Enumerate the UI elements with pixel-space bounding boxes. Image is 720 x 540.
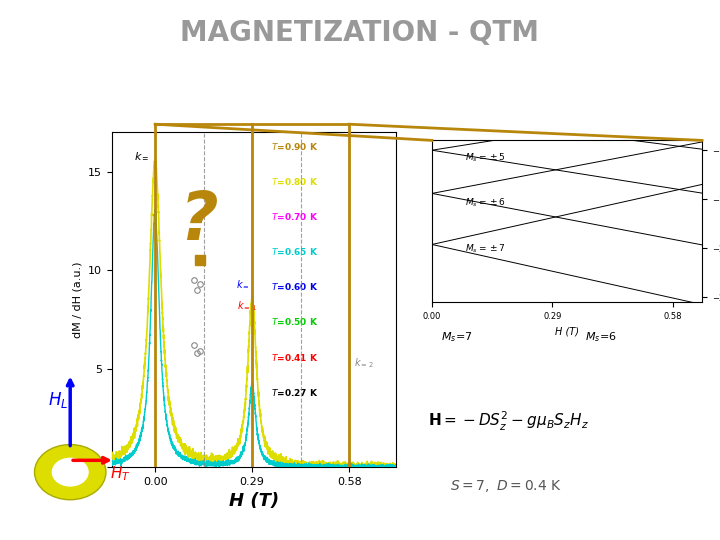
Text: $T$=0.41 K: $T$=0.41 K xyxy=(271,352,318,362)
Text: $T$=0.80 K: $T$=0.80 K xyxy=(271,176,318,187)
X-axis label: H (T): H (T) xyxy=(555,327,579,336)
Y-axis label: dM / dH (a.u.): dM / dH (a.u.) xyxy=(72,261,82,338)
Text: MAGNETIZATION - QTM: MAGNETIZATION - QTM xyxy=(181,19,539,47)
Text: $H_T$: $H_T$ xyxy=(110,464,131,483)
Text: $H_L$: $H_L$ xyxy=(48,390,68,410)
Text: $M_s\!=\!7$: $M_s\!=\!7$ xyxy=(441,330,473,344)
Text: $T$=0.70 K: $T$=0.70 K xyxy=(271,211,318,222)
Text: $M_s=\pm5$: $M_s=\pm5$ xyxy=(465,152,505,164)
Ellipse shape xyxy=(53,458,88,486)
Text: ?: ? xyxy=(179,188,218,254)
Text: $T$=0.27 K: $T$=0.27 K xyxy=(271,387,318,398)
Text: $M_s\!=\!6$: $M_s\!=\!6$ xyxy=(585,330,617,344)
X-axis label: H (T): H (T) xyxy=(229,492,279,510)
Text: $k_{=}$: $k_{=}$ xyxy=(134,150,150,161)
Text: $T$=0.90 K: $T$=0.90 K xyxy=(271,141,318,152)
Text: $\mathbf{H} = -DS_z^2 - g\mu_B S_z H_z$: $\mathbf{H} = -DS_z^2 - g\mu_B S_z H_z$ xyxy=(428,410,589,433)
Text: $k_{=1}$: $k_{=1}$ xyxy=(238,299,257,313)
Text: $T$=0.65 K: $T$=0.65 K xyxy=(271,246,318,257)
Text: $k_{=}$: $k_{=}$ xyxy=(235,279,250,291)
Text: $M_s=\pm7$: $M_s=\pm7$ xyxy=(465,242,505,255)
Text: $T$=0.50 K: $T$=0.50 K xyxy=(271,316,318,327)
Text: $M_s=\pm6$: $M_s=\pm6$ xyxy=(465,196,505,208)
Ellipse shape xyxy=(35,444,106,500)
Text: $k_{=2}$: $k_{=2}$ xyxy=(354,356,374,369)
Text: $T$=0.60 K: $T$=0.60 K xyxy=(271,281,318,292)
Text: $S = 7,\ D = 0.4\ \mathrm{K}$: $S = 7,\ D = 0.4\ \mathrm{K}$ xyxy=(450,478,562,494)
